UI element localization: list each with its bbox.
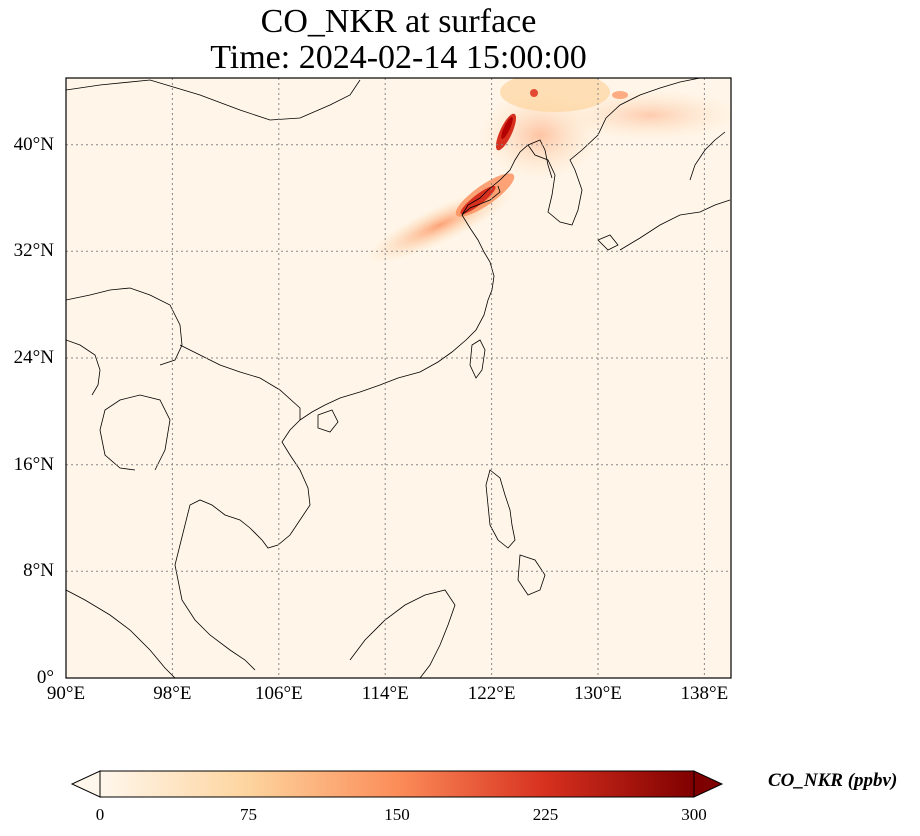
- colorbar-tick: 300: [681, 805, 707, 824]
- colorbar-extend-max: [693, 770, 724, 798]
- colorbar-tick: 150: [384, 805, 410, 824]
- colorbar-tick: 0: [95, 805, 105, 824]
- lat-tick: 24°N: [13, 347, 54, 368]
- lon-tick: 90°E: [46, 683, 86, 704]
- coastlines: [66, 78, 731, 678]
- lon-tick: 130°E: [574, 683, 622, 704]
- lon-tick: 122°E: [467, 683, 516, 704]
- colorbar-tick: 225: [532, 805, 559, 824]
- colorbar-label: CO_NKR (ppbv): [768, 770, 898, 791]
- lon-tick: 98°E: [153, 683, 192, 704]
- lat-tick: 40°N: [13, 133, 54, 155]
- lat-tick: 32°N: [13, 240, 54, 262]
- lat-tick: 8°N: [23, 560, 54, 582]
- colorbar-gradient: [99, 770, 695, 798]
- map-title: CO_NKR at surface: [260, 3, 537, 40]
- co-plume: [367, 78, 731, 263]
- lat-tick: 0°: [36, 667, 54, 688]
- lon-tick: 114°E: [361, 683, 409, 704]
- gridlines: [66, 78, 731, 678]
- colorbar-tick: 75: [240, 805, 257, 824]
- colorbar: [70, 770, 724, 798]
- lon-tick: 138°E: [680, 683, 729, 704]
- lat-tick: 16°N: [13, 453, 54, 475]
- lon-tick: 106°E: [254, 683, 303, 704]
- map-subtitle: Time: 2024-02-14 15:00:00: [210, 39, 587, 76]
- colorbar-extend-min: [70, 770, 101, 798]
- map-frame: [65, 77, 732, 679]
